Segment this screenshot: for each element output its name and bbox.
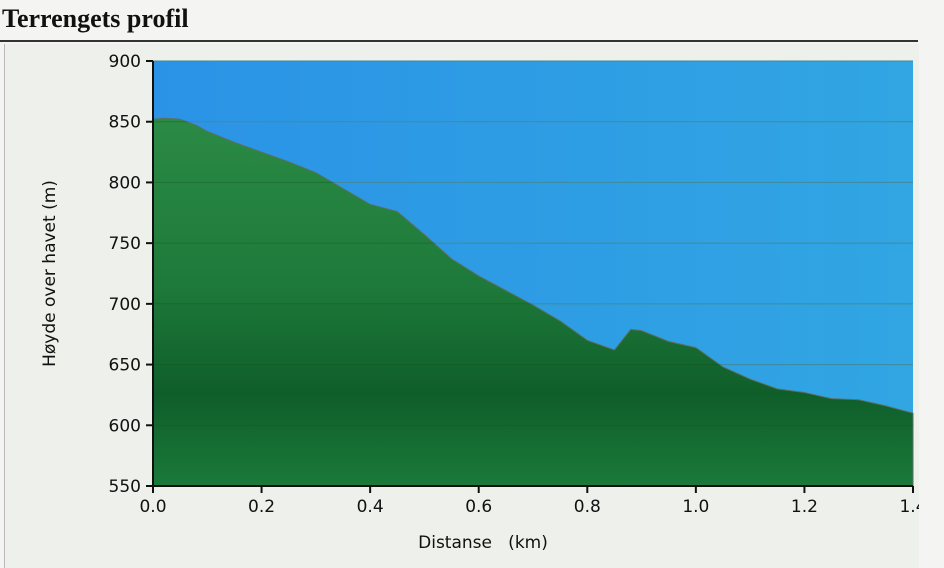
- terrain-area: [152, 117, 914, 487]
- elevation-profile-chart: 550 600 650 700 750 800 850 900 0.0 0.2 0.4 0.6 0.8…: [40, 52, 919, 553]
- page-title: Terrengets profil: [2, 4, 189, 33]
- y-tick-label: 850: [109, 113, 141, 133]
- y-tick-label: 800: [109, 173, 141, 193]
- x-tick-label: 1.4: [899, 497, 919, 517]
- y-tick-label: 600: [109, 416, 141, 436]
- y-axis-title: Høyde over havet (m): [40, 180, 60, 367]
- x-axis-title: Distanse (km): [418, 533, 548, 553]
- y-tick-label: 900: [109, 52, 141, 72]
- axes: [146, 60, 914, 493]
- y-tick-label: 750: [109, 234, 141, 254]
- x-tick-label: 0.4: [357, 497, 384, 517]
- x-tick-label: 0.6: [465, 497, 492, 517]
- x-tick-label: 0.2: [248, 497, 275, 517]
- x-tick-labels: 0.0 0.2 0.4 0.6 0.8 1.0 1.2 1.4: [139, 497, 919, 517]
- x-tick-label: 1.0: [682, 497, 709, 517]
- title-rule: [0, 40, 918, 42]
- chart-panel: 550 600 650 700 750 800 850 900 0.0 0.2 0.4 0.6 0.8…: [4, 44, 919, 568]
- y-tick-label: 550: [109, 477, 141, 497]
- y-tick-label: 650: [109, 356, 141, 376]
- y-tick-labels: 550 600 650 700 750 800 850 900: [109, 52, 141, 497]
- x-tick-label: 0.8: [574, 497, 601, 517]
- x-tick-label: 0.0: [139, 497, 166, 517]
- y-tick-label: 700: [109, 295, 141, 315]
- x-tick-label: 1.2: [791, 497, 818, 517]
